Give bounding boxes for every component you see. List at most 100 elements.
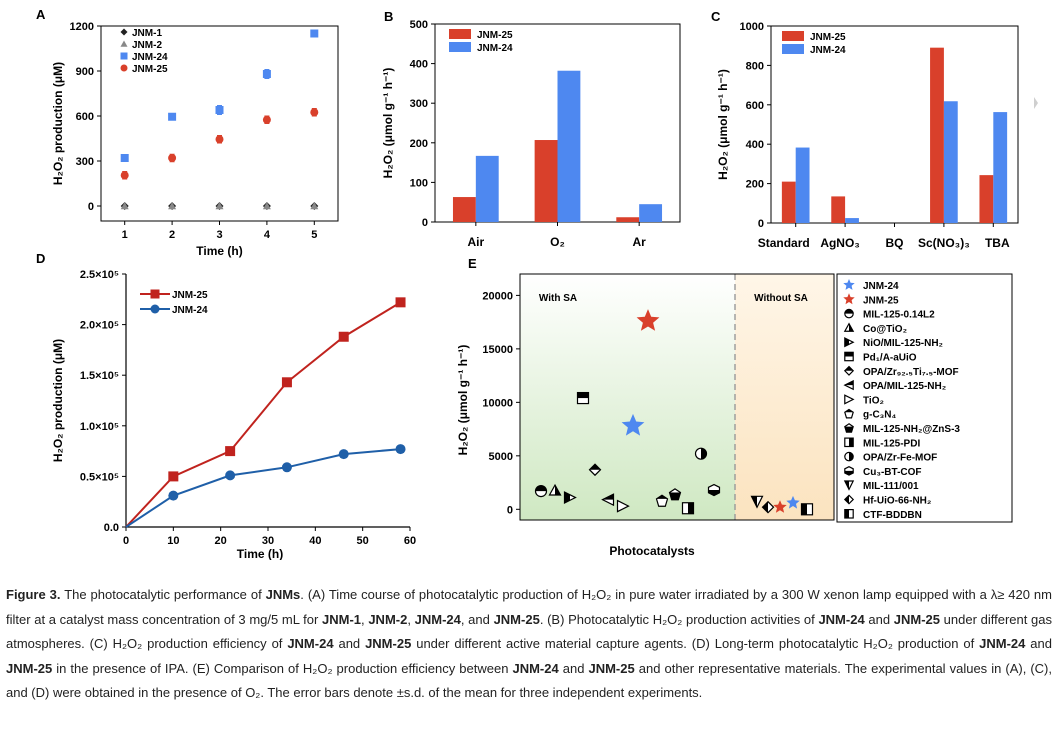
y-tick-label: 15000 <box>482 344 513 356</box>
y-tick-label: 1200 <box>70 21 94 33</box>
symbol-marker <box>844 352 854 357</box>
legend-label: JNM-24 <box>863 281 899 292</box>
chevron-right-icon <box>1034 97 1038 109</box>
figure-caption: Figure 3. The photocatalytic performance… <box>6 583 1052 706</box>
legend-label: OPA/Zr₉₂.₅Ti₇.₅-MOF <box>863 367 959 378</box>
panel-e-chart: With SA Without SA 0 5000 10000 15000 20000 Pho… <box>456 273 1013 558</box>
symbol-marker <box>844 309 854 314</box>
legend-label: JNM-25 <box>477 30 513 41</box>
caption-text: under different active material capture … <box>411 636 980 651</box>
data-point <box>310 29 319 38</box>
data-point <box>168 112 177 121</box>
y-tick-label: 200 <box>746 179 764 191</box>
legend-label: JNM-1 <box>132 28 162 39</box>
y-axis-label: H₂O₂ (μmol g⁻¹ h⁻¹) <box>456 345 470 456</box>
bar <box>979 175 994 223</box>
series-line <box>125 448 401 528</box>
data-point <box>281 462 292 473</box>
x-tick-label: 3 <box>216 229 222 241</box>
legend-marker <box>150 304 160 314</box>
y-tick-label: 600 <box>76 111 94 123</box>
symbol-marker <box>602 494 614 500</box>
y-tick-label: 0.5×10⁵ <box>80 471 119 483</box>
legend-label: NiO/MIL-125-NH₂ <box>863 338 943 349</box>
bar <box>845 218 859 223</box>
x-tick-label: 2 <box>169 229 175 241</box>
x-tick-label: 1 <box>122 229 128 241</box>
bar <box>452 197 476 222</box>
symbol-marker <box>849 323 854 332</box>
caption-bold: JNM-24 <box>979 636 1026 651</box>
legend-label: OPA/MIL-125-NH₂ <box>863 381 946 392</box>
data-point <box>773 500 787 513</box>
data-point <box>310 108 319 117</box>
legend-label: MIL-125-PDI <box>863 438 920 449</box>
legend-swatch <box>449 42 471 52</box>
y-tick-label: 5000 <box>489 451 513 463</box>
caption-text: in the presence of IPA. (E) Comparison o… <box>52 660 513 676</box>
symbol-marker <box>535 485 547 492</box>
y-tick-label: 0 <box>422 217 428 229</box>
region-with-sa <box>520 274 735 520</box>
x-tick-label: 4 <box>264 229 271 241</box>
data-point <box>168 154 177 162</box>
bar <box>639 204 663 222</box>
caption-bold: JNM-24 <box>287 636 334 651</box>
y-axis-label: H₂O₂ (μmol g⁻¹ h⁻¹) <box>381 68 395 179</box>
y-tick-label: 20000 <box>482 290 513 302</box>
series-line <box>125 301 402 528</box>
legend-label: JNM-25 <box>132 64 168 75</box>
legend-swatch <box>449 29 471 39</box>
legend-label: Co@TiO₂ <box>863 324 907 335</box>
data-point <box>215 202 224 210</box>
symbol-marker <box>688 502 694 514</box>
legend-marker <box>120 40 128 47</box>
y-tick-label: 0 <box>507 504 513 516</box>
data-point <box>262 202 271 210</box>
x-tick-label: Sc(NO₃)₃ <box>918 236 970 250</box>
symbol-marker <box>844 470 854 476</box>
caption-text: . (A) Time course of photocatalytic prod… <box>6 587 1052 627</box>
data-point <box>786 495 800 509</box>
legend-label: MIL-111/001 <box>863 481 919 492</box>
legend-marker <box>120 28 128 36</box>
bar <box>943 101 958 223</box>
caption-figure-label: Figure 3. <box>6 587 61 602</box>
legend-marker <box>120 64 128 72</box>
y-tick-label: 300 <box>410 98 428 110</box>
caption-text: , <box>361 611 369 627</box>
x-tick-label: 50 <box>357 535 369 547</box>
y-axis-label: H₂O₂ production (μM) <box>51 339 65 462</box>
data-point <box>120 171 129 180</box>
legend-label: OPA/Zr-Fe-MOF <box>863 453 937 464</box>
legend-label: JNM-25 <box>863 295 899 306</box>
panel-letter-a: A <box>36 7 46 22</box>
caption-bold: JNM-25 <box>493 611 540 627</box>
caption-text: and other representative materials. The … <box>6 660 1053 701</box>
legend-swatch <box>782 31 804 41</box>
data-point <box>281 377 292 388</box>
caption-bold: JNM-25 <box>6 660 53 676</box>
legend-label: JNM-24 <box>132 52 168 63</box>
caption-bold: JNM-24 <box>414 611 461 627</box>
y-tick-label: 800 <box>746 60 764 72</box>
symbol-marker <box>844 366 854 371</box>
caption-text: and <box>333 636 366 651</box>
x-tick-label: 40 <box>309 535 321 547</box>
data-point <box>168 202 177 210</box>
legend-label: MIL-125-NH₂@ZnS-3 <box>863 424 960 435</box>
caption-text: and <box>558 660 589 676</box>
caption-text: and <box>1025 636 1052 651</box>
y-tick-label: 300 <box>76 156 94 168</box>
x-tick-label: 20 <box>215 535 227 547</box>
caption-text: and <box>864 611 894 627</box>
data-point <box>395 297 406 308</box>
symbol-marker <box>844 394 855 405</box>
y-tick-label: 900 <box>76 66 94 78</box>
data-point <box>120 154 129 162</box>
bar <box>616 217 640 222</box>
bar <box>930 47 944 223</box>
x-axis-label: Time (h) <box>196 244 242 258</box>
legend-label: Pd₁/A-aUiO <box>863 353 917 364</box>
y-tick-label: 10000 <box>482 397 513 409</box>
